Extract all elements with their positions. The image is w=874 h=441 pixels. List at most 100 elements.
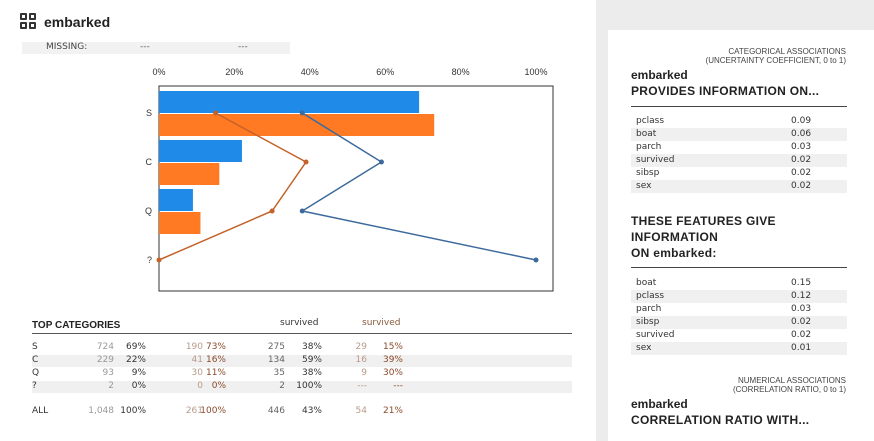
numerical-heading: NUMERICAL ASSOCIATIONS (CORRELATION RATI… [733,376,846,394]
association-row: parch 0.03 [631,141,847,154]
category-cell-p3: 59% [301,355,322,365]
association-feature: parch [636,142,662,152]
association-row: survived 0.02 [631,154,847,167]
category-row: C 229 22% 41 16% 134 59% 16 39% [32,355,572,367]
association-feature: sibsp [636,168,660,178]
association-row: boat 0.06 [631,128,847,141]
missing-label: MISSING: [46,42,88,52]
association-value: 0.02 [791,155,812,165]
survived-label-1: survived [280,318,319,328]
association-value: 0.02 [791,330,812,340]
y-tick-label: S [146,108,152,118]
grid-icon [20,13,37,30]
bar [159,91,420,113]
line-series [158,112,308,261]
category-cell-n2: 0 [197,381,203,391]
top-categories-title: TOP CATEGORIES [32,320,121,331]
provides-divider [631,106,847,107]
categorical-heading: CATEGORICAL ASSOCIATIONS (UNCERTAINTY CO… [706,47,846,65]
total-cell-n3: 446 [267,406,285,416]
line-point [303,159,309,165]
category-cell-p2: 11% [205,368,226,378]
total-cell-p4: 21% [382,406,403,416]
line-point [378,159,384,165]
bar [159,140,242,162]
bar [159,212,201,234]
line-point [156,257,162,263]
category-cell-label: Q [32,368,40,378]
category-cell-label: ? [32,381,37,391]
association-value: 0.02 [791,168,812,178]
association-value: 0.09 [791,116,812,126]
category-cell-p3: 38% [301,368,322,378]
association-feature: parch [636,304,662,314]
category-cell-p2: 73% [205,342,226,352]
x-tick-label: 20% [225,67,243,77]
association-feature: sex [636,181,652,191]
line-point [299,110,305,116]
category-cell-n1: 2 [108,381,114,391]
header: embarked [20,13,110,30]
bar [159,163,220,185]
category-cell-p2: 0% [211,381,226,391]
bar [159,114,435,136]
give-title-line1: THESE FEATURES GIVE [631,214,776,228]
category-cell-n2: 41 [191,355,203,365]
y-tick-label: C [146,157,153,167]
x-tick-label: 0% [152,67,165,77]
total-cell-n1: 1,048 [88,406,114,416]
association-feature: sibsp [636,317,660,327]
association-feature: boat [636,278,657,288]
association-row: survived 0.02 [631,329,847,342]
category-cell-n1: 93 [102,368,114,378]
y-tick-label: ? [147,255,152,265]
total-cell-n4: 54 [355,406,367,416]
category-cell-p1: 0% [131,381,146,391]
category-cell-n4: 16 [355,355,367,365]
category-cell-n2: 190 [185,342,203,352]
category-cell-p4: 30% [382,368,403,378]
give-title-line3: ON embarked: [631,246,717,260]
survived-label-2: survived [362,318,401,328]
category-total-row: ALL 1,048 100% 261 100% 446 43% 54 21% [32,406,572,418]
missing-value-1: --- [140,42,150,52]
bar [159,189,193,211]
category-cell-n1: 229 [96,355,114,365]
category-cell-n3: 134 [267,355,285,365]
category-cell-n1: 724 [96,342,114,352]
association-value: 0.02 [791,317,812,327]
association-value: 0.01 [791,343,812,353]
numerical-heading-line1: NUMERICAL ASSOCIATIONS [737,376,846,385]
category-cell-n3: 2 [279,381,285,391]
numerical-heading-line2: (CORRELATION RATIO, 0 to 1) [732,385,846,394]
x-tick-label: 100% [524,67,547,77]
line-series [300,112,537,261]
association-row: sibsp 0.02 [631,316,847,329]
association-row: pclass 0.09 [631,115,847,128]
association-feature: boat [636,129,657,139]
association-feature: survived [636,330,675,340]
category-cell-p4: 39% [382,355,403,365]
right-panel [608,30,874,441]
category-cell-p4: 15% [382,342,403,352]
categorical-heading-line2: (UNCERTAINTY COEFFICIENT, 0 to 1) [705,56,846,65]
line-point [213,110,219,116]
association-value: 0.12 [791,291,812,301]
category-cell-n4: 9 [361,368,367,378]
category-cell-n3: 35 [273,368,285,378]
association-value: 0.06 [791,129,812,139]
correlation-title: CORRELATION RATIO WITH... [631,413,810,427]
category-cell-n4: 29 [355,342,367,352]
category-cell-n3: 275 [267,342,285,352]
category-cell-label: S [32,342,38,352]
association-feature: sex [636,343,652,353]
x-tick-label: 60% [376,67,394,77]
numerical-variable-name: embarked [631,397,688,411]
association-row: sex 0.01 [631,342,847,355]
top-categories-header: TOP CATEGORIES survived survived [32,318,572,334]
total-cell-n2: 261 [185,406,203,416]
association-feature: pclass [636,116,665,126]
association-feature: pclass [636,291,665,301]
category-cell-p1: 22% [125,355,146,365]
left-panel [0,0,596,441]
